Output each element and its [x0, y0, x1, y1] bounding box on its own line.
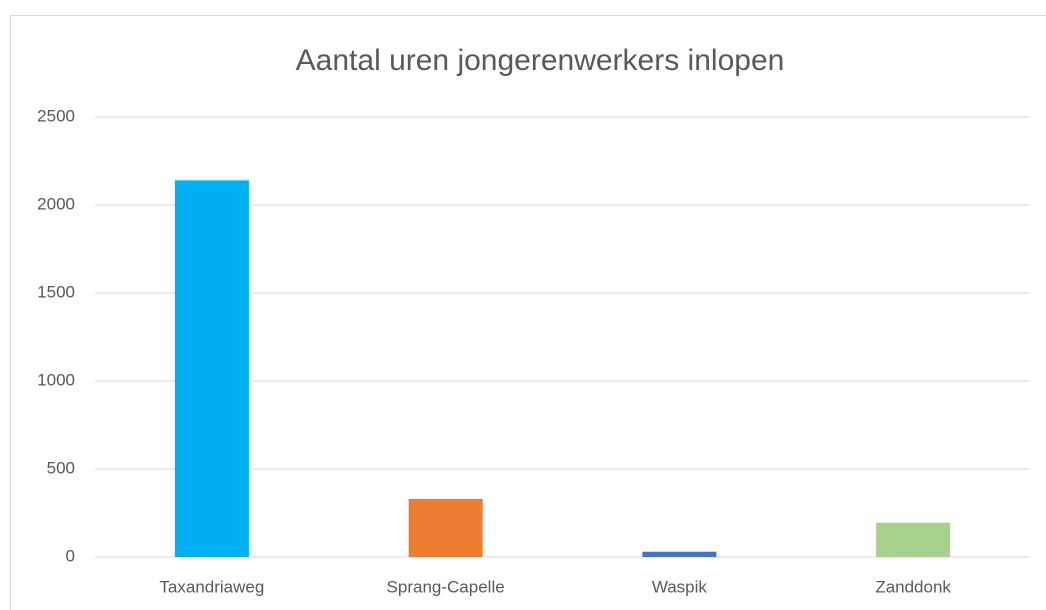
- bar: [876, 522, 951, 557]
- y-tick-label: 1500: [37, 282, 75, 301]
- x-tick-label: Waspik: [652, 577, 708, 596]
- bar: [408, 498, 483, 557]
- bar: [174, 180, 249, 558]
- chart-frame: [10, 15, 1046, 610]
- y-tick-label: 500: [47, 458, 75, 477]
- bar: [642, 551, 717, 557]
- x-tick-label: Taxandriaweg: [159, 577, 264, 596]
- x-tick-label: Sprang-Capelle: [387, 577, 505, 596]
- y-tick-label: 1000: [37, 370, 75, 389]
- y-tick-label: 0: [66, 546, 75, 565]
- y-tick-label: 2000: [37, 194, 75, 213]
- x-tick-label: Zanddonk: [875, 577, 951, 596]
- y-tick-label: 2500: [37, 106, 75, 125]
- chart-title: Aantal uren jongerenwerkers inlopen: [296, 44, 785, 77]
